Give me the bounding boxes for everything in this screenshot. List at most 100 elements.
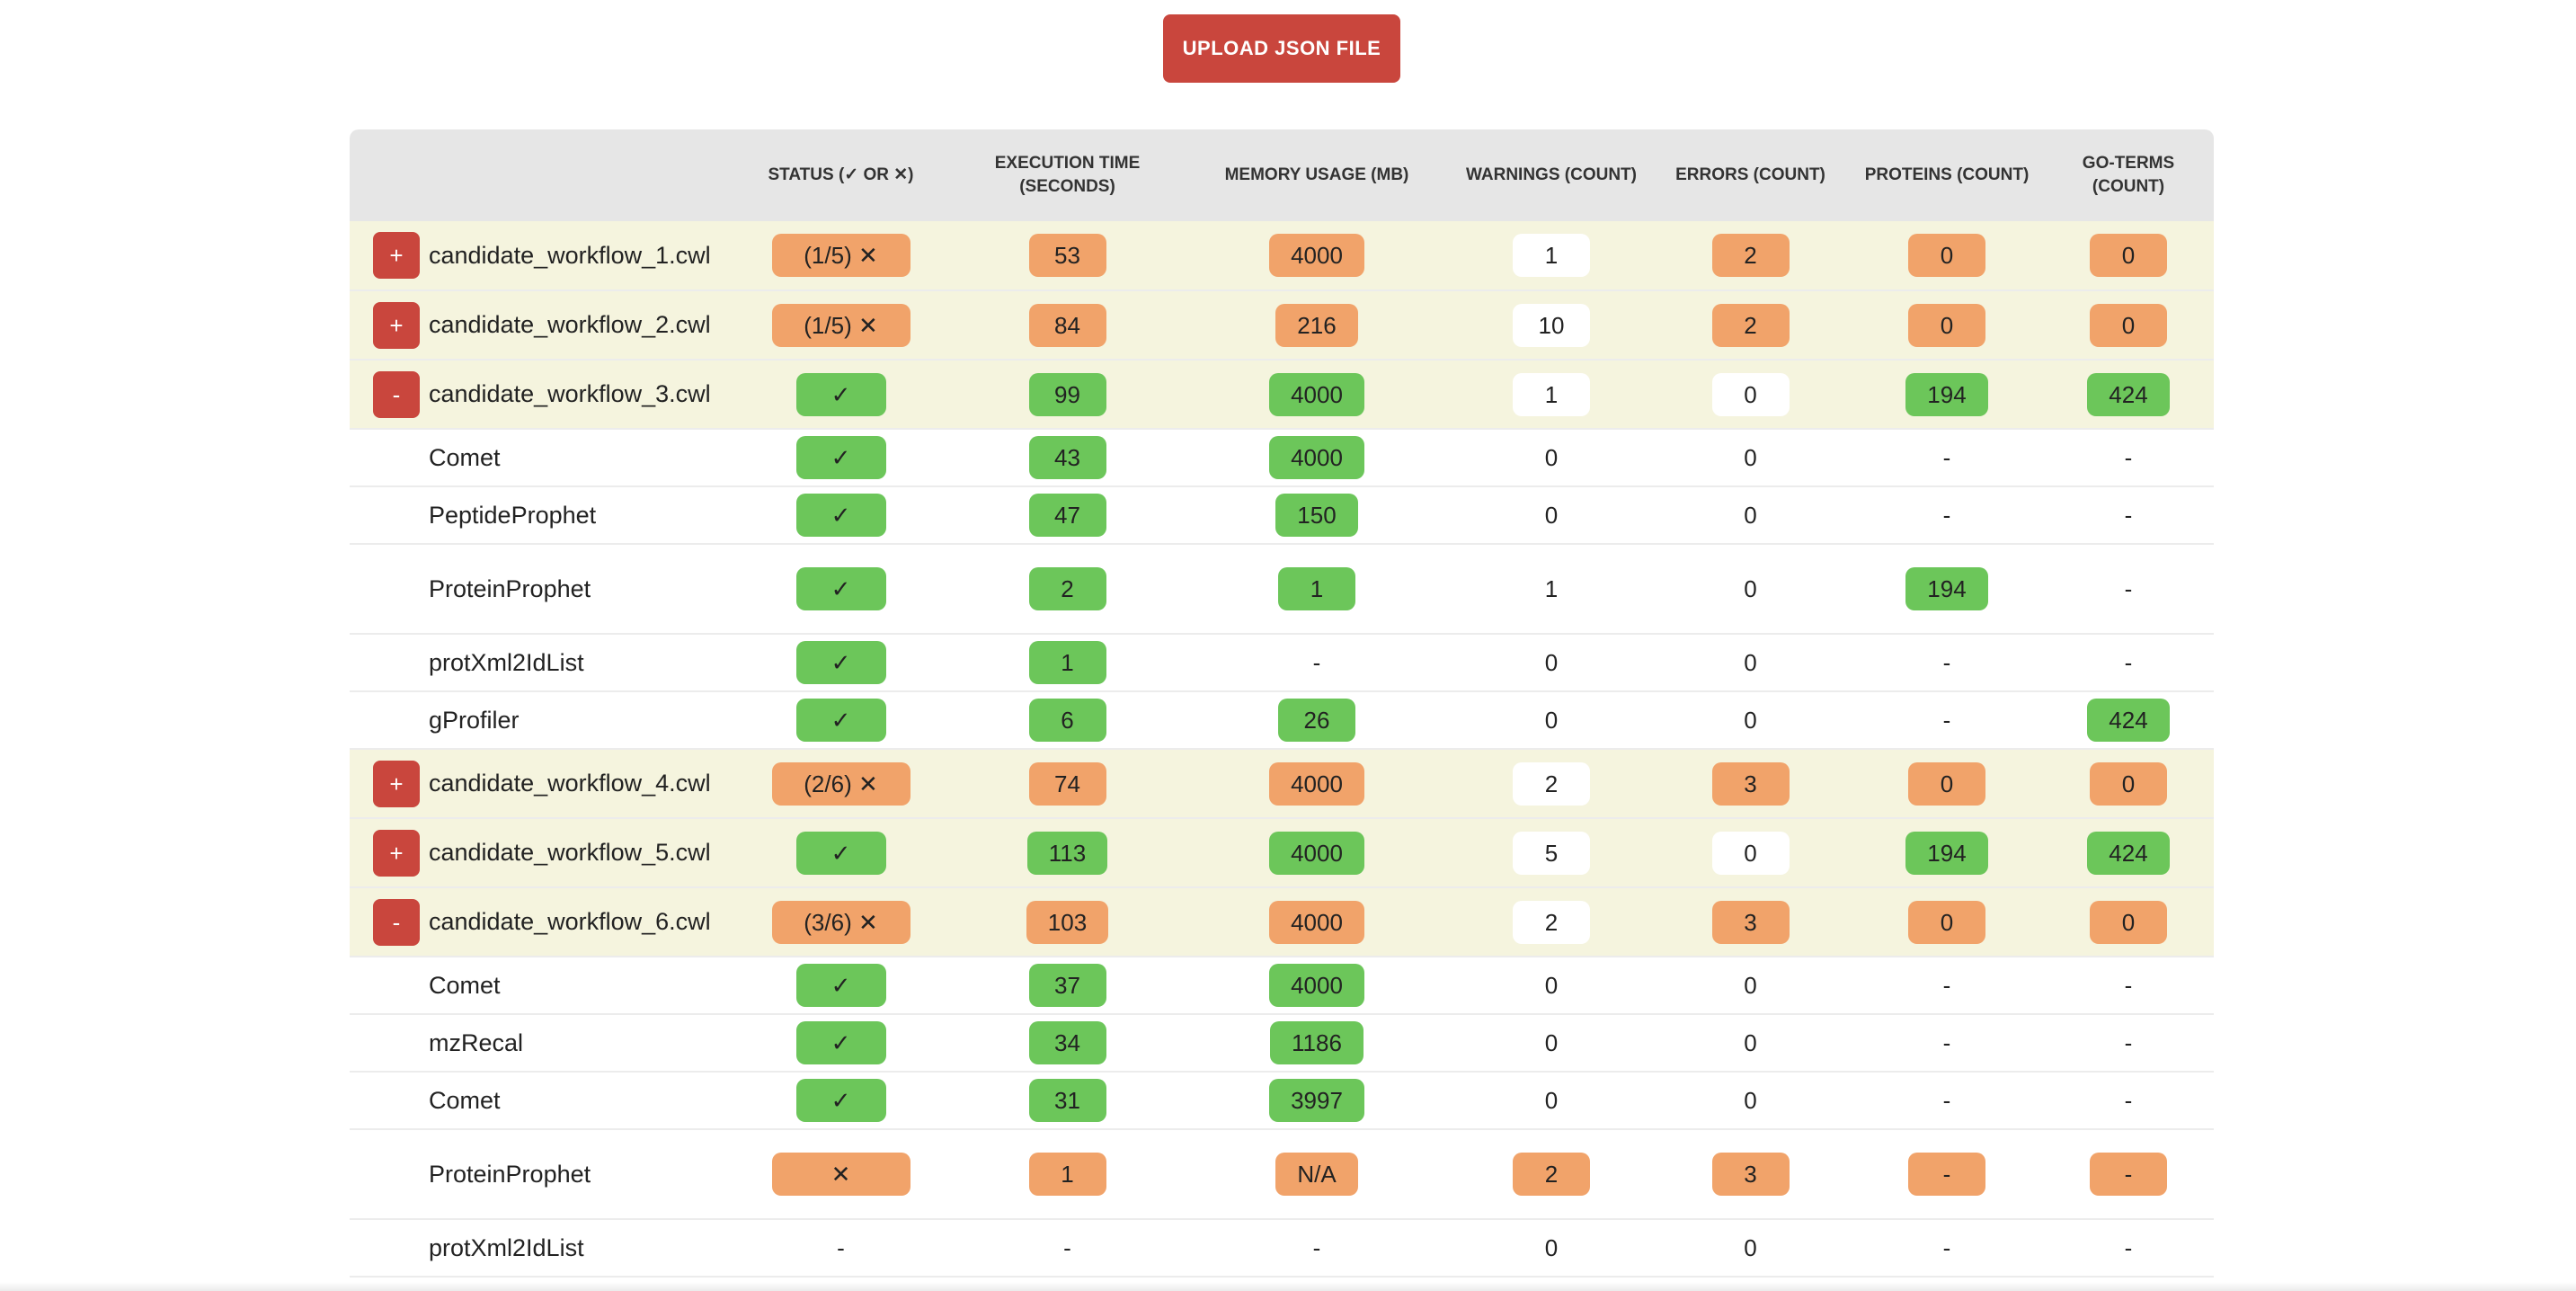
expand-button[interactable]: + bbox=[373, 301, 420, 349]
step-row: protXml2IdList - - - 0 0 - - bbox=[350, 1219, 2214, 1278]
value-text: 0 bbox=[1744, 574, 1757, 602]
value-badge: 74 bbox=[1028, 761, 1106, 806]
value-text: 0 bbox=[1744, 443, 1757, 471]
execution-time-cell: 84 bbox=[954, 290, 1181, 361]
value-text: - bbox=[1942, 443, 1951, 471]
value-badge: (3/6) ✕ bbox=[771, 900, 910, 944]
memory-usage-cell: 4000 bbox=[1181, 957, 1452, 1015]
value-badge: (2/6) ✕ bbox=[771, 761, 910, 806]
memory-usage-cell: 4000 bbox=[1181, 221, 1452, 291]
execution-time-cell: 74 bbox=[954, 749, 1181, 819]
execution-time-cell: 1 bbox=[954, 634, 1181, 692]
errors-cell: 0 bbox=[1650, 1219, 1851, 1278]
warnings-cell: 0 bbox=[1452, 1072, 1650, 1130]
value-badge: 4000 bbox=[1269, 234, 1364, 277]
header-name bbox=[429, 129, 728, 221]
value-text: - bbox=[1942, 706, 1951, 734]
header-execution-time: EXECUTION TIME (SECONDS) bbox=[994, 154, 1141, 196]
go-terms-cell: - bbox=[2043, 634, 2214, 692]
execution-time-cell: 2 bbox=[954, 544, 1181, 635]
status-cell: ✓ bbox=[728, 1014, 954, 1073]
value-badge: 0 bbox=[1908, 761, 1985, 806]
value-text: 0 bbox=[1544, 648, 1559, 676]
proteins-cell: 0 bbox=[1851, 749, 2043, 819]
go-terms-cell: - bbox=[2043, 1072, 2214, 1130]
value-badge: 34 bbox=[1028, 1021, 1106, 1064]
step-name: Comet bbox=[429, 957, 728, 1015]
step-row: protXml2IdList ✓ 1 - 0 0 - - bbox=[350, 634, 2214, 692]
value-badge: 0 bbox=[1908, 234, 1985, 277]
collapse-button[interactable]: - bbox=[373, 898, 420, 946]
value-badge: ✓ bbox=[795, 831, 886, 875]
warnings-cell: 1 bbox=[1452, 360, 1650, 430]
value-badge: 37 bbox=[1028, 964, 1106, 1007]
memory-usage-cell: 4000 bbox=[1181, 360, 1452, 430]
execution-time-cell: - bbox=[954, 1219, 1181, 1278]
status-cell: ✓ bbox=[728, 360, 954, 430]
toggle-cell: + bbox=[350, 818, 429, 888]
errors-cell: 0 bbox=[1650, 360, 1851, 430]
execution-time-cell: 1 bbox=[954, 1129, 1181, 1220]
toggle-cell bbox=[350, 486, 429, 545]
value-badge: 53 bbox=[1028, 234, 1106, 277]
warnings-cell: 0 bbox=[1452, 957, 1650, 1015]
proteins-cell: - bbox=[1851, 1129, 2043, 1220]
go-terms-cell: 0 bbox=[2043, 887, 2214, 957]
value-text: 0 bbox=[1744, 1086, 1757, 1114]
memory-usage-cell: N/A bbox=[1181, 1129, 1452, 1220]
upload-json-button[interactable]: UPLOAD JSON FILE bbox=[1163, 14, 1400, 83]
value-text: 0 bbox=[1744, 1028, 1757, 1056]
value-badge: 0 bbox=[2090, 900, 2167, 944]
header-proteins: PROTEINS (COUNT) bbox=[1864, 165, 2030, 184]
expand-button[interactable]: + bbox=[373, 232, 420, 279]
value-text: - bbox=[1942, 1233, 1951, 1261]
toggle-cell bbox=[350, 1072, 429, 1130]
status-cell: (3/6) ✕ bbox=[728, 887, 954, 957]
step-row: Comet ✓ 43 4000 0 0 - - bbox=[350, 429, 2214, 487]
toggle-cell bbox=[350, 429, 429, 487]
step-name: mzRecal bbox=[429, 1014, 728, 1073]
toggle-cell bbox=[350, 1129, 429, 1220]
execution-time-cell: 34 bbox=[954, 1014, 1181, 1073]
value-badge: 3 bbox=[1711, 761, 1790, 806]
value-badge: 2 bbox=[1513, 1153, 1590, 1196]
expand-button[interactable]: + bbox=[373, 760, 420, 807]
value-badge: 26 bbox=[1278, 699, 1355, 742]
workflow-name: candidate_workflow_4.cwl bbox=[429, 749, 728, 819]
value-badge: 47 bbox=[1028, 494, 1106, 537]
toggle-cell bbox=[350, 1219, 429, 1278]
value-badge: 0 bbox=[1711, 372, 1790, 416]
value-badge: 1186 bbox=[1270, 1021, 1364, 1064]
value-badge: 1 bbox=[1513, 372, 1590, 416]
go-terms-cell: - bbox=[2043, 1014, 2214, 1073]
expand-button[interactable]: + bbox=[373, 829, 420, 877]
value-badge: ✓ bbox=[795, 436, 886, 479]
header-warnings: WARNINGS (COUNT) bbox=[1466, 165, 1637, 184]
value-badge: 4000 bbox=[1269, 964, 1364, 1007]
table-header: STATUS (✓ OR ✕) EXECUTION TIME (SECONDS)… bbox=[350, 129, 2214, 221]
value-text: - bbox=[1312, 1233, 1321, 1261]
value-badge: 4000 bbox=[1269, 436, 1364, 479]
value-badge: 2 bbox=[1711, 303, 1790, 347]
value-text: - bbox=[2124, 1233, 2133, 1261]
value-text: - bbox=[837, 1233, 845, 1261]
proteins-cell: 0 bbox=[1851, 290, 2043, 361]
warnings-cell: 0 bbox=[1452, 1219, 1650, 1278]
errors-cell: 3 bbox=[1650, 749, 1851, 819]
value-badge: (1/5) ✕ bbox=[771, 234, 910, 277]
value-badge: 194 bbox=[1905, 372, 1988, 416]
value-text: 0 bbox=[1544, 706, 1559, 734]
value-text: - bbox=[2124, 971, 2133, 999]
step-name: Comet bbox=[429, 1072, 728, 1130]
proteins-cell: - bbox=[1851, 691, 2043, 750]
value-text: 0 bbox=[1744, 971, 1757, 999]
proteins-cell: 0 bbox=[1851, 221, 2043, 291]
value-badge: 3 bbox=[1711, 900, 1790, 944]
collapse-button[interactable]: - bbox=[373, 370, 420, 418]
memory-usage-cell: 1 bbox=[1181, 544, 1452, 635]
value-badge: 2 bbox=[1513, 761, 1590, 806]
toggle-cell: + bbox=[350, 221, 429, 291]
value-text: 0 bbox=[1744, 648, 1757, 676]
go-terms-cell: - bbox=[2043, 544, 2214, 635]
workflow-row: + candidate_workflow_1.cwl (1/5) ✕ 53 4000 1 2… bbox=[350, 221, 2214, 291]
